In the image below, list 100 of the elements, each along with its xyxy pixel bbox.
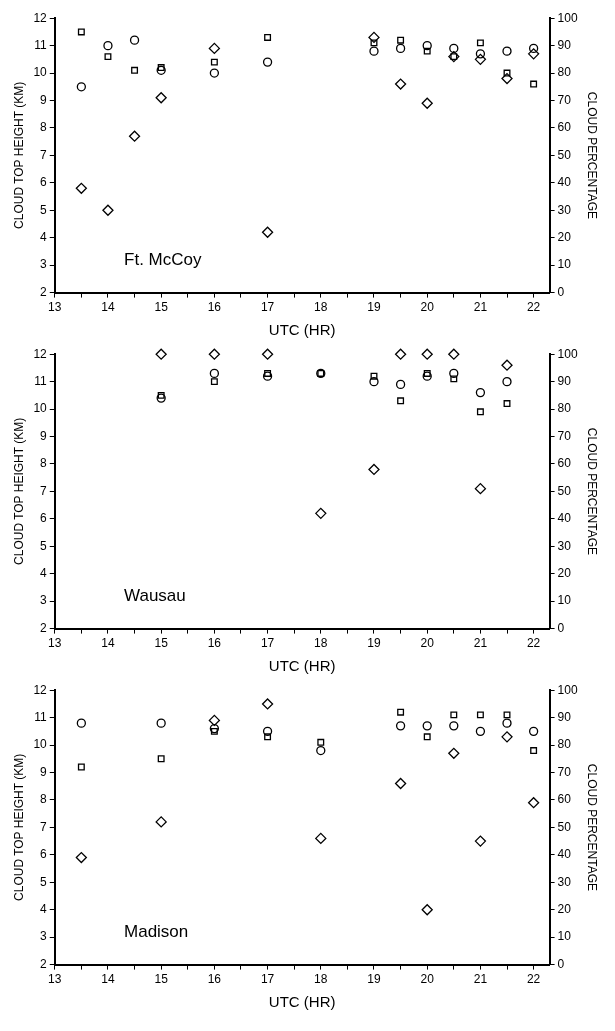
y-tick-label: 11 (34, 373, 48, 388)
x-tick-label: 21 (473, 972, 488, 987)
y-tick-label: 2 (40, 620, 48, 635)
point (421, 348, 433, 360)
point (422, 40, 432, 51)
point (475, 726, 486, 737)
point (77, 763, 85, 771)
x-tick-label: 15 (154, 636, 169, 651)
y2-axis-title: CLOUD PERCENTAGE (585, 91, 600, 219)
point (476, 408, 484, 416)
y-tick-label: 5 (40, 202, 48, 217)
y-tick-label: 10 (33, 737, 48, 752)
point (315, 507, 327, 519)
point (76, 718, 86, 728)
point (530, 747, 538, 755)
y-axis-title: CLOUD TOP HEIGHT (KM) (11, 753, 26, 901)
y2-tick-label: 10 (557, 593, 572, 608)
annotation: Madison (124, 922, 189, 942)
x-tick-label: 22 (526, 636, 541, 651)
point (397, 397, 405, 405)
point (316, 745, 326, 756)
y-axis-title: CLOUD TOP HEIGHT (KM) (11, 81, 26, 229)
point (450, 711, 458, 719)
point (368, 31, 380, 44)
y2-tick-label: 30 (557, 202, 572, 217)
point (208, 714, 221, 727)
point (209, 723, 220, 734)
x-axis-title: UTC (HR) (268, 657, 336, 675)
point (423, 369, 431, 377)
point (527, 797, 540, 809)
x-tick-label: 22 (526, 972, 541, 987)
point (528, 43, 539, 54)
y2-tick-label: 20 (557, 902, 572, 917)
x-tick-label: 17 (260, 300, 275, 315)
y2-tick-label: 100 (557, 10, 578, 25)
point (370, 39, 378, 47)
point (209, 68, 220, 78)
point (369, 376, 379, 387)
point (264, 369, 272, 377)
point (501, 359, 513, 371)
point (450, 375, 458, 383)
y-tick-label: 11 (34, 709, 48, 724)
point (261, 698, 274, 710)
point (209, 368, 220, 379)
point (422, 371, 432, 381)
point (104, 53, 112, 61)
point (103, 40, 113, 51)
point (397, 708, 405, 716)
point (368, 463, 380, 476)
point (262, 371, 273, 381)
x-tick-label: 19 (367, 636, 381, 651)
point (208, 348, 221, 360)
point (530, 80, 538, 88)
point (503, 400, 511, 408)
y2-tick-label: 60 (557, 456, 572, 471)
x-tick-label: 16 (207, 972, 222, 987)
point (422, 721, 432, 731)
point (261, 226, 274, 238)
y-tick-label: 4 (40, 902, 48, 917)
y2-tick-label: 70 (557, 428, 572, 443)
x-tick-label: 13 (48, 972, 62, 987)
y2-tick-label: 70 (557, 92, 572, 107)
point (129, 35, 140, 45)
point (76, 82, 86, 92)
x-tick-label: 19 (367, 972, 381, 987)
x-tick-label: 15 (154, 972, 169, 987)
x-axis-title: UTC (HR) (268, 321, 336, 339)
y-axis-title: CLOUD TOP HEIGHT (KM) (11, 417, 26, 565)
point (75, 851, 87, 864)
y2-tick-label: 100 (557, 346, 578, 361)
point (528, 726, 539, 737)
point (449, 721, 459, 731)
point (423, 733, 431, 741)
point (503, 711, 511, 719)
y2-tick-label: 80 (557, 65, 572, 80)
point (262, 57, 273, 67)
y2-tick-label: 90 (557, 373, 572, 388)
point (501, 731, 513, 743)
y2-axis-title: CLOUD PERCENTAGE (585, 427, 600, 555)
x-tick-label: 22 (526, 300, 541, 315)
point (264, 733, 272, 741)
y2-tick-label: 100 (557, 682, 578, 697)
y-tick-label: 7 (40, 147, 48, 162)
x-tick-label: 20 (420, 636, 435, 651)
y-tick-label: 6 (40, 175, 48, 190)
x-tick-label: 14 (101, 300, 115, 315)
y2-tick-label: 0 (557, 284, 565, 299)
y-tick-label: 9 (40, 764, 48, 779)
y2-tick-label: 70 (557, 764, 572, 779)
y-tick-label: 10 (33, 401, 48, 416)
point (476, 711, 484, 719)
y-tick-label: 6 (40, 511, 48, 526)
point (394, 777, 407, 790)
point (208, 42, 221, 55)
x-axis-title: UTC (HR) (268, 993, 336, 1011)
y-tick-label: 9 (40, 92, 48, 107)
point (210, 378, 218, 386)
point (476, 39, 484, 47)
x-tick-label: 20 (420, 300, 435, 315)
point (370, 372, 378, 380)
